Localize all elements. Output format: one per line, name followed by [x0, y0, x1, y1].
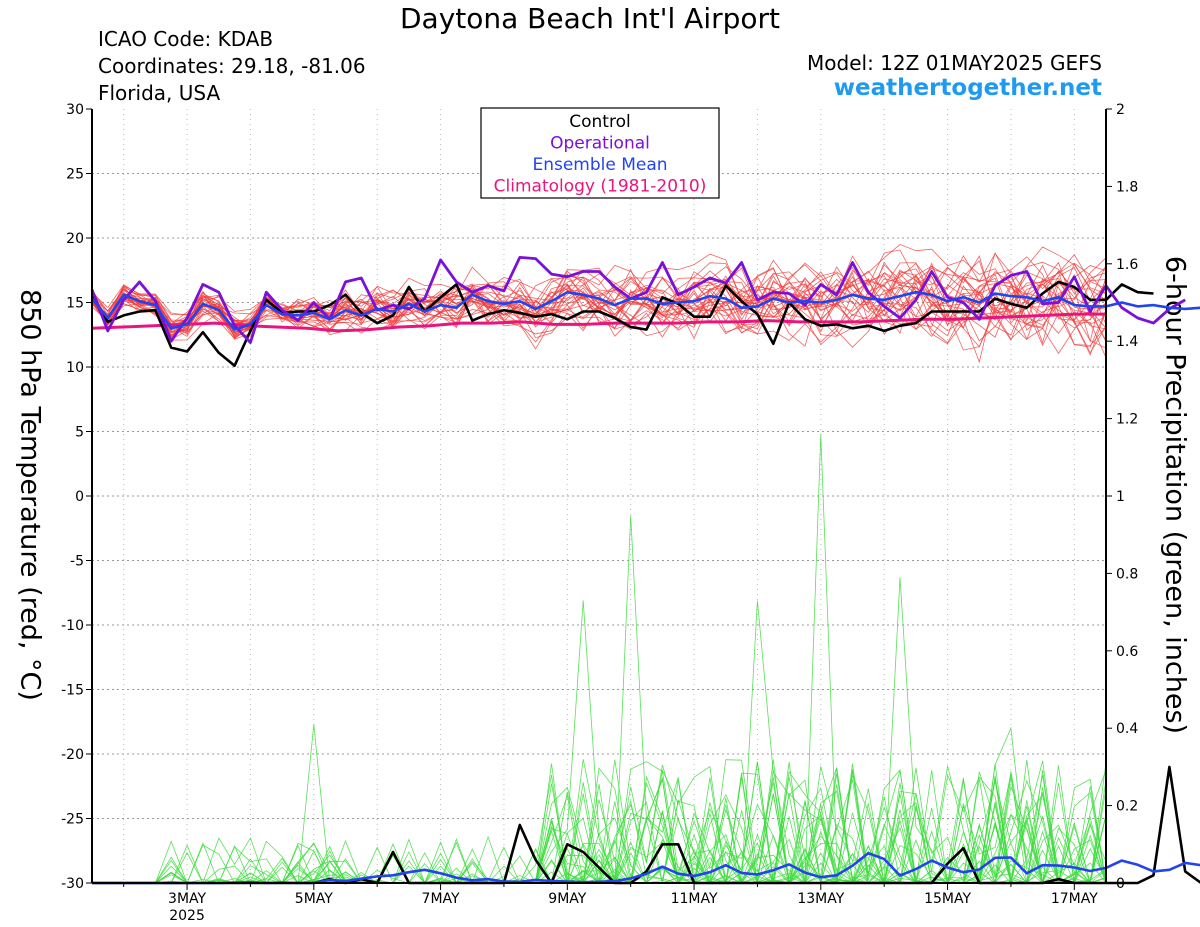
y-tick-label-left: -5 [70, 554, 84, 570]
y-tick-label-left: -10 [61, 618, 84, 634]
y-tick-label-right: 0.8 [1116, 566, 1138, 582]
temperature-member-line [91, 265, 1107, 351]
y-tick-label-left: 25 [66, 167, 84, 183]
y-tick-label-right: 0.6 [1116, 644, 1138, 660]
legend-box [480, 107, 720, 199]
location: Florida, USA [98, 81, 221, 105]
x-tick-label: 11MAY [671, 891, 718, 907]
y-tick-label-left: 0 [75, 489, 84, 505]
x-tick-label: 15MAY [924, 891, 971, 907]
precipitation-member-line [92, 759, 1106, 885]
ensemble-mean-line [90, 290, 1200, 331]
y-tick-label-left: -15 [61, 683, 84, 699]
precipitation-member-line [92, 515, 1107, 885]
y-tick-label-left: 20 [66, 231, 84, 247]
legend-item: Ensemble Mean [532, 155, 667, 175]
precipitation-member-line [92, 760, 1106, 885]
temperature-member-line [91, 261, 1107, 334]
precipitation-member-line [92, 759, 1107, 885]
axes: 302520151050-5-10-15-20-25-3021.81.61.41… [61, 102, 1138, 924]
precipitation-member-line [92, 761, 1107, 884]
y-tick-label-left: 10 [66, 360, 84, 376]
main-series [90, 255, 1200, 885]
precipitation-member-line [92, 759, 1107, 885]
y-tick-label-right: 2 [1116, 102, 1125, 118]
precipitation-member-line [92, 766, 1107, 884]
legend-item: Climatology (1981-2010) [494, 177, 707, 197]
x-tick-label: 5MAY [295, 891, 333, 907]
x-tick-sublabel: 2025 [169, 908, 205, 924]
y-tick-label-left: -25 [61, 812, 84, 828]
coordinates: Coordinates: 29.18, -81.06 [98, 54, 366, 78]
y-tick-label-left: 30 [66, 102, 84, 118]
control-line [90, 280, 1154, 368]
precipitation-member-line [92, 434, 1107, 885]
precipitation-member-line [92, 764, 1107, 885]
website-link[interactable]: weathertogether.net [833, 75, 1102, 101]
y-tick-label-left: 15 [66, 296, 84, 312]
climatology-1981-2010-line [91, 312, 1106, 333]
y-tick-label-left: -20 [61, 747, 84, 763]
x-tick-label: 13MAY [797, 891, 844, 907]
precipitation-member-line [92, 759, 1107, 884]
icao-code: ICAO Code: KDAB [98, 27, 274, 51]
y-tick-label-right: 1 [1116, 489, 1125, 505]
model-run: Model: 12Z 01MAY2025 GEFS [807, 51, 1102, 75]
precipitation-member-line [92, 762, 1107, 885]
y-tick-label-left: 5 [75, 425, 84, 441]
temperature-member-line [91, 255, 1107, 345]
y-tick-label-right: 1.2 [1116, 412, 1138, 428]
y-tick-label-right: 1.8 [1116, 179, 1138, 195]
y-tick-label-left: -30 [61, 876, 84, 892]
operational-line [90, 255, 1186, 344]
x-tick-label: 7MAY [422, 891, 460, 907]
legend-item: Operational [550, 134, 650, 154]
precipitation-member-line [92, 759, 1107, 884]
y-tick-label-right: 0 [1116, 876, 1125, 892]
temperature-member-line [91, 264, 1107, 356]
y-tick-label-right: 0.4 [1116, 721, 1138, 737]
precipitation-member-line [92, 763, 1107, 885]
y-tick-label-right: 1.6 [1116, 257, 1138, 273]
x-tick-label: 17MAY [1051, 891, 1098, 907]
precipitation-member-line [92, 762, 1106, 884]
legend-item: Control [569, 112, 630, 132]
grid-lines [92, 109, 1106, 883]
chart-title: Daytona Beach Int'l Airport [399, 2, 781, 35]
y-tick-label-right: 1.4 [1116, 334, 1138, 350]
x-tick-label: 9MAY [548, 891, 586, 907]
y-tick-label-right: 0.2 [1116, 799, 1138, 815]
x-tick-label: 3MAY [168, 891, 206, 907]
precipitation-member-line [92, 763, 1107, 884]
precipitation-members [92, 434, 1107, 885]
